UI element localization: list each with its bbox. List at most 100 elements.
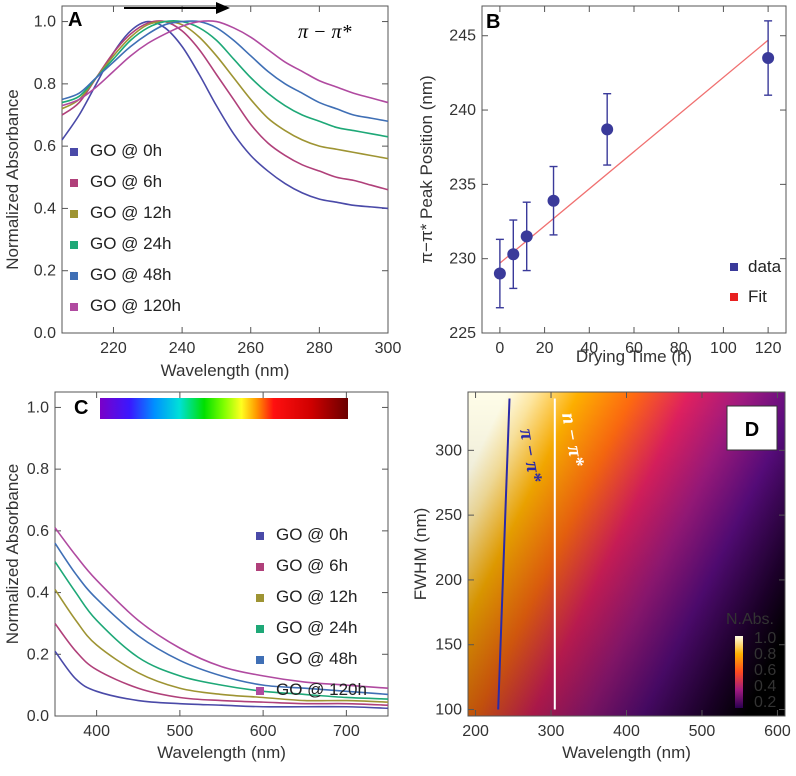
panel-label-c: C <box>74 397 88 419</box>
legend-label: GO @ 48h <box>276 649 358 668</box>
legend-label: GO @ 6h <box>276 556 348 575</box>
legend-label: data <box>748 257 782 276</box>
legend-swatch <box>256 625 264 633</box>
colorbar-tick-label: 0.2 <box>754 694 776 711</box>
legend-label: GO @ 48h <box>90 265 172 284</box>
y-tick-label: 0.8 <box>27 461 49 478</box>
y-tick-label: 300 <box>435 442 462 459</box>
legend-label: GO @ 120h <box>90 296 181 315</box>
colorbar-tick-label: 0.8 <box>754 646 776 663</box>
x-tick-label: 300 <box>538 723 565 740</box>
legend-swatch <box>70 272 78 280</box>
legend-swatch <box>730 293 738 301</box>
plot-frame <box>54 391 389 717</box>
x-axis-label: Drying Time (h) <box>576 347 692 366</box>
y-tick-label: 1.0 <box>34 14 56 31</box>
plot-frame <box>481 5 787 334</box>
x-tick-label: 0 <box>495 340 504 357</box>
legend-swatch <box>256 594 264 602</box>
x-tick-label: 100 <box>710 340 737 357</box>
series-line-go-0h <box>54 650 389 710</box>
panel-a: 220 240 260 280 300 0.0 0.2 0.4 0.6 0.8 1.0 GO @ 0h… <box>3 2 401 380</box>
panel-label-a: A <box>68 9 82 31</box>
panel-b: 0 20 40 60 80 100 120 225 230 235 240 245 data Fit Dry… <box>417 5 787 366</box>
legend-label: GO @ 12h <box>276 587 358 606</box>
y-tick-label: 0.0 <box>27 708 49 725</box>
legend-swatch <box>70 303 78 311</box>
data-point <box>547 194 560 207</box>
y-tick-label: 0.0 <box>34 325 56 342</box>
fit-line <box>499 39 769 264</box>
legend-swatch <box>256 687 264 695</box>
y-tick-label: 240 <box>449 102 476 119</box>
data-point <box>493 267 506 280</box>
y-tick-label: 0.6 <box>27 523 49 540</box>
y-tick-label: 245 <box>449 28 476 45</box>
x-tick-label: 300 <box>375 340 402 357</box>
series-line-go-48h <box>54 542 389 696</box>
y-tick-label: 200 <box>435 572 462 589</box>
y-tick-label: 0.2 <box>34 263 56 280</box>
x-tick-label: 200 <box>462 723 489 740</box>
legend-label: GO @ 24h <box>90 234 172 253</box>
y-tick-label: 235 <box>449 176 476 193</box>
x-tick-label: 600 <box>250 723 277 740</box>
series-line-go-120h <box>54 527 389 690</box>
transition-annotation: π − π* <box>298 21 352 43</box>
series-line-go-12h <box>61 20 389 160</box>
legend-label: GO @ 24h <box>276 618 358 637</box>
series-line-go-6h <box>61 20 389 191</box>
x-tick-label: 600 <box>764 723 791 740</box>
series-line-go-6h <box>54 622 389 706</box>
colorbar-tick-label: 1.0 <box>754 630 776 647</box>
colorbar-title: N.Abs. <box>726 611 774 628</box>
y-tick-label: 0.4 <box>34 200 56 217</box>
series-line-go-24h <box>54 561 389 700</box>
y-tick-label: 0.6 <box>34 138 56 155</box>
x-tick-label: 280 <box>306 340 333 357</box>
pi-pi-star-line <box>497 398 511 710</box>
legend-swatch <box>256 532 264 540</box>
panel-label-b: B <box>486 11 500 33</box>
series-line-go-24h <box>61 19 389 138</box>
y-tick-label: 225 <box>449 325 476 342</box>
panel-label-box <box>726 405 778 451</box>
y-axis-label: Normalized Absorbance <box>3 89 22 269</box>
colorbar-tick-label: 0.6 <box>754 662 776 679</box>
x-tick-label: 40 <box>580 340 598 357</box>
y-tick-label: 0.2 <box>27 646 49 663</box>
legend-swatch <box>730 263 738 271</box>
legend-swatch <box>256 563 264 571</box>
data-point <box>762 52 775 65</box>
y-axis-label: π−π* Peak Position (nm) <box>417 75 436 263</box>
legend-label: GO @ 6h <box>90 172 162 191</box>
legend-label: GO @ 120h <box>276 680 367 699</box>
x-tick-label: 120 <box>755 340 782 357</box>
arrow-right-icon <box>216 2 230 14</box>
x-tick-label: 240 <box>169 340 196 357</box>
panel-label-d: D <box>745 419 759 441</box>
data-point <box>520 230 533 243</box>
y-tick-label: 150 <box>435 637 462 654</box>
series-line-go-48h <box>61 20 389 123</box>
x-tick-label: 60 <box>625 340 643 357</box>
x-axis-label: Wavelength (nm) <box>157 743 286 762</box>
spectrum-colorbar <box>100 398 348 419</box>
panel-c: 400 500 600 700 0.0 0.2 0.4 0.6 0.8 1.0 GO @ 0h GO … <box>3 391 389 762</box>
legend-label: Fit <box>748 287 767 306</box>
y-tick-label: 1.0 <box>27 399 49 416</box>
legend-label: GO @ 12h <box>90 203 172 222</box>
data-point <box>507 248 520 261</box>
x-axis-label: Wavelength (nm) <box>161 361 290 380</box>
y-tick-label: 0.4 <box>27 585 49 602</box>
x-tick-label: 700 <box>333 723 360 740</box>
y-axis-label: Normalized Absorbance <box>3 464 22 644</box>
y-tick-label: 230 <box>449 251 476 268</box>
x-tick-label: 80 <box>670 340 688 357</box>
legend-swatch <box>256 656 264 664</box>
legend-label: GO @ 0h <box>276 525 348 544</box>
x-tick-label: 20 <box>536 340 554 357</box>
data-point <box>601 123 614 136</box>
y-tick-label: 100 <box>435 702 462 719</box>
